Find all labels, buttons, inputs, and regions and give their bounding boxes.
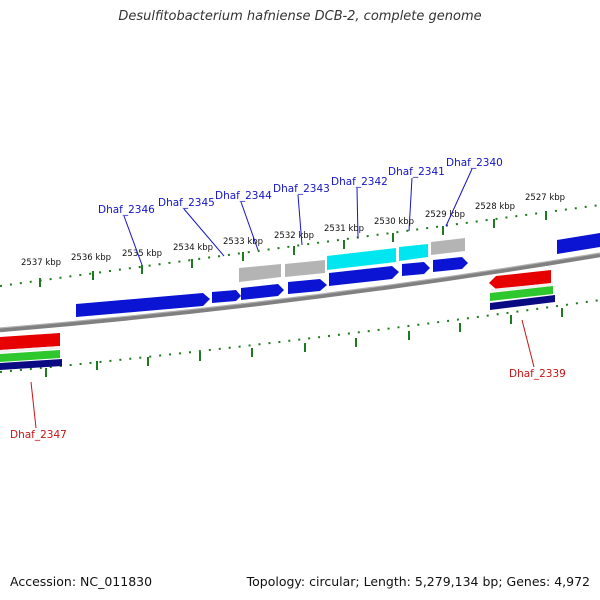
gene-arrow-blue[interactable] <box>433 257 468 272</box>
reverse-gene-group-left <box>0 333 62 370</box>
upper-major-ticks <box>39 211 547 287</box>
upper-gene-row <box>239 233 600 282</box>
gene-arrow-cyan[interactable] <box>399 244 428 261</box>
tick-label: 2529 kbp <box>425 210 465 220</box>
gene-arrow-red[interactable] <box>0 333 60 350</box>
tick-label: 2528 kbp <box>475 202 515 212</box>
gene-label[interactable]: Dhaf_2346 <box>98 204 155 216</box>
accession-text: Accession: NC_011830 <box>10 574 153 589</box>
tick-label: 2530 kbp <box>374 217 414 227</box>
tick-label: 2537 kbp <box>21 258 61 268</box>
gene-arrow-blue[interactable] <box>557 233 600 254</box>
gene-label[interactable]: Dhaf_2342 <box>331 176 388 188</box>
gene-arrow-green[interactable] <box>490 286 553 301</box>
gene-arrow-red[interactable] <box>489 270 551 289</box>
gene-arrow-cyan[interactable] <box>327 248 396 270</box>
tick-label: 2534 kbp <box>173 243 213 253</box>
gene-label[interactable]: Dhaf_2340 <box>446 157 503 169</box>
gene-arrow-grey[interactable] <box>239 264 281 282</box>
gene-arrow-blue[interactable] <box>329 266 399 286</box>
gene-label[interactable]: Dhaf_2347 <box>10 429 67 441</box>
gene-label[interactable]: Dhaf_2341 <box>388 166 445 178</box>
gene-label[interactable]: Dhaf_2343 <box>273 183 330 195</box>
upper-tick-track <box>0 204 600 287</box>
gene-label[interactable]: Dhaf_2339 <box>509 368 566 380</box>
gene-label[interactable]: Dhaf_2345 <box>158 197 215 209</box>
tick-label: 2532 kbp <box>274 231 314 241</box>
tick-label: 2533 kbp <box>223 237 263 247</box>
gene-arrow-blue[interactable] <box>76 293 210 317</box>
tick-label: 2531 kbp <box>324 224 364 234</box>
topology-text: Topology: circular; Length: 5,279,134 bp… <box>246 574 590 589</box>
gene-arrow-blue[interactable] <box>212 290 241 303</box>
genome-backbone <box>0 252 600 333</box>
tick-label: 2536 kbp <box>71 253 111 263</box>
gene-arrow-blue[interactable] <box>288 279 327 294</box>
blue-gene-row <box>76 257 468 317</box>
gene-arrow-green[interactable] <box>0 350 60 362</box>
gene-arrow-grey[interactable] <box>431 238 465 255</box>
lower-major-ticks <box>45 308 563 377</box>
gene-arrow-navy[interactable] <box>0 359 62 370</box>
genome-title: Desulfitobacterium hafniense DCB-2, comp… <box>118 9 482 24</box>
gene-arrow-navy[interactable] <box>490 295 555 310</box>
gene-label[interactable]: Dhaf_2344 <box>215 190 272 202</box>
gene-arrow-grey[interactable] <box>285 260 325 277</box>
label-leader-lines <box>123 168 473 266</box>
tick-label: 2527 kbp <box>525 193 565 203</box>
label-leader-lines-red <box>30 319 535 429</box>
tick-label: 2535 kbp <box>122 249 162 259</box>
reverse-gene-group-right <box>489 270 555 310</box>
lower-tick-track <box>0 299 600 373</box>
gene-arrow-blue[interactable] <box>402 262 430 276</box>
gene-arrow-blue[interactable] <box>241 284 284 300</box>
